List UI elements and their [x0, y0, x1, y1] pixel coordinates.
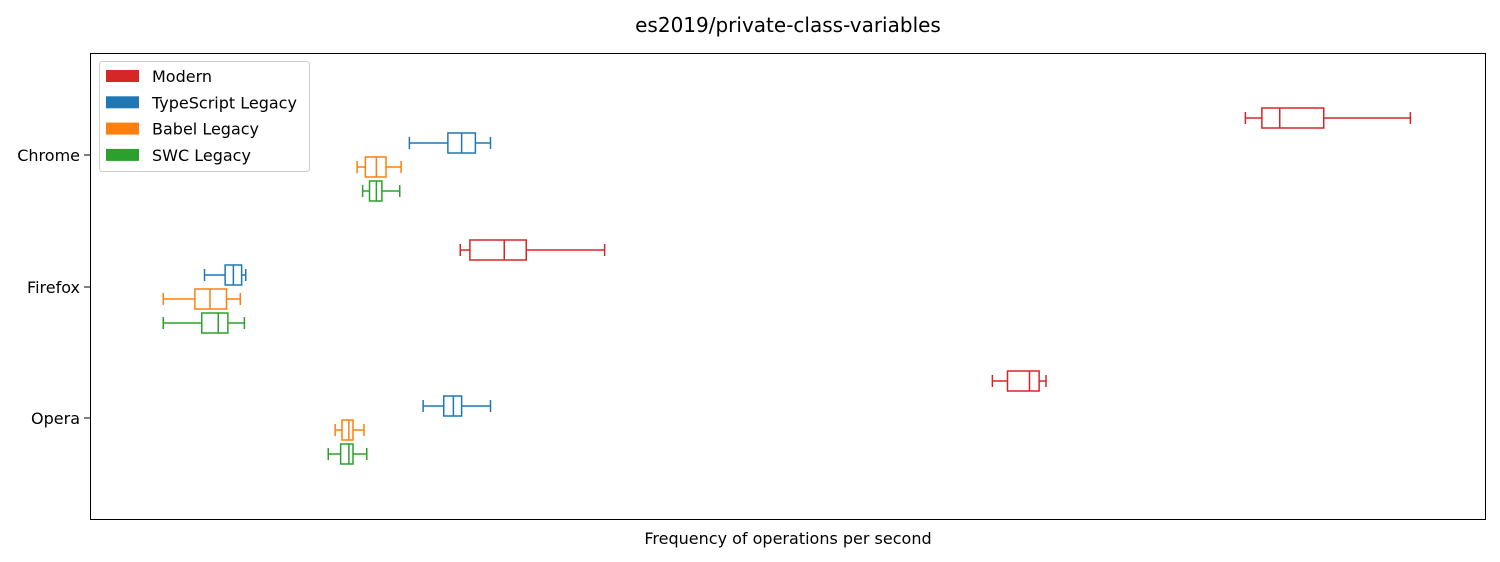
boxplot-swc-legacy-firefox	[162, 312, 246, 334]
legend-swatch	[106, 122, 139, 135]
legend-swatch	[106, 148, 139, 161]
boxplot-typescript-legacy-opera	[422, 395, 492, 417]
box-iqr	[1261, 107, 1325, 129]
legend-swatch	[106, 96, 139, 109]
boxplot-modern-opera	[991, 370, 1047, 392]
boxplot-modern-chrome	[1244, 107, 1412, 129]
legend-label: Modern	[152, 67, 212, 86]
boxplot-swc-legacy-opera	[327, 443, 368, 465]
box-iqr	[1006, 370, 1040, 392]
y-axis: Chrome Firefox Opera	[17, 146, 90, 428]
chart-title: es2019/private-class-variables	[635, 13, 941, 37]
legend-label: SWC Legacy	[152, 146, 251, 165]
boxes-layer	[162, 107, 1412, 465]
legend: Modern TypeScript Legacy Babel Legacy SWC L…	[99, 61, 310, 172]
box-iqr	[469, 239, 527, 261]
x-axis-label: Frequency of operations per second	[644, 529, 931, 548]
boxplot-typescript-legacy-firefox	[203, 264, 247, 286]
boxplot-swc-legacy-chrome	[361, 180, 401, 202]
box-iqr	[341, 419, 354, 441]
boxplot-babel-legacy-firefox	[162, 288, 241, 310]
boxplot-babel-legacy-opera	[334, 419, 365, 441]
legend-label: Babel Legacy	[152, 120, 259, 139]
y-tick-label: Firefox	[27, 278, 80, 297]
plot-area	[90, 53, 1486, 520]
legend-swatch	[106, 70, 139, 82]
y-tick-label: Chrome	[17, 146, 80, 165]
y-tick-label: Opera	[31, 409, 80, 428]
box-iqr	[339, 443, 354, 465]
legend-frame	[99, 61, 310, 172]
boxplot-typescript-legacy-chrome	[408, 132, 492, 154]
legend-label: TypeScript Legacy	[151, 93, 297, 112]
box-iqr	[201, 312, 229, 334]
boxplot-babel-legacy-chrome	[356, 156, 402, 178]
boxplot-modern-firefox	[459, 239, 606, 261]
